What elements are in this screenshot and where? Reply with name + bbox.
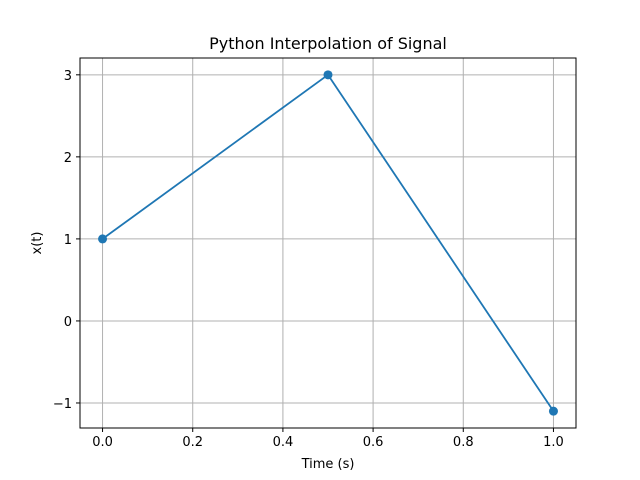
y-axis-label: x(t) xyxy=(30,232,45,255)
chart-title: Python Interpolation of Signal xyxy=(209,34,447,53)
y-axis: −1 0 1 2 3 xyxy=(53,69,80,412)
series-layer xyxy=(98,70,558,416)
x-tick-label: 0.0 xyxy=(92,435,113,450)
x-tick-label: 0.6 xyxy=(363,435,384,450)
y-tick-label: −1 xyxy=(53,397,72,412)
y-tick-label: 0 xyxy=(64,315,72,330)
plot-frame xyxy=(79,57,577,429)
x-tick-label: 1.0 xyxy=(543,435,564,450)
x-tick-label: 0.8 xyxy=(453,435,474,450)
x-tick-label: 0.4 xyxy=(273,435,294,450)
data-point xyxy=(548,406,558,416)
x-axis-label: Time (s) xyxy=(301,457,355,472)
y-tick-label: 1 xyxy=(64,233,72,248)
data-point xyxy=(98,234,108,244)
y-tick-label: 2 xyxy=(64,151,72,166)
grid xyxy=(80,58,576,428)
data-point xyxy=(323,70,333,80)
y-tick-label: 3 xyxy=(64,69,72,84)
x-axis: 0.0 0.2 0.4 0.6 0.8 1.0 xyxy=(92,428,564,450)
x-tick-label: 0.2 xyxy=(182,435,203,450)
